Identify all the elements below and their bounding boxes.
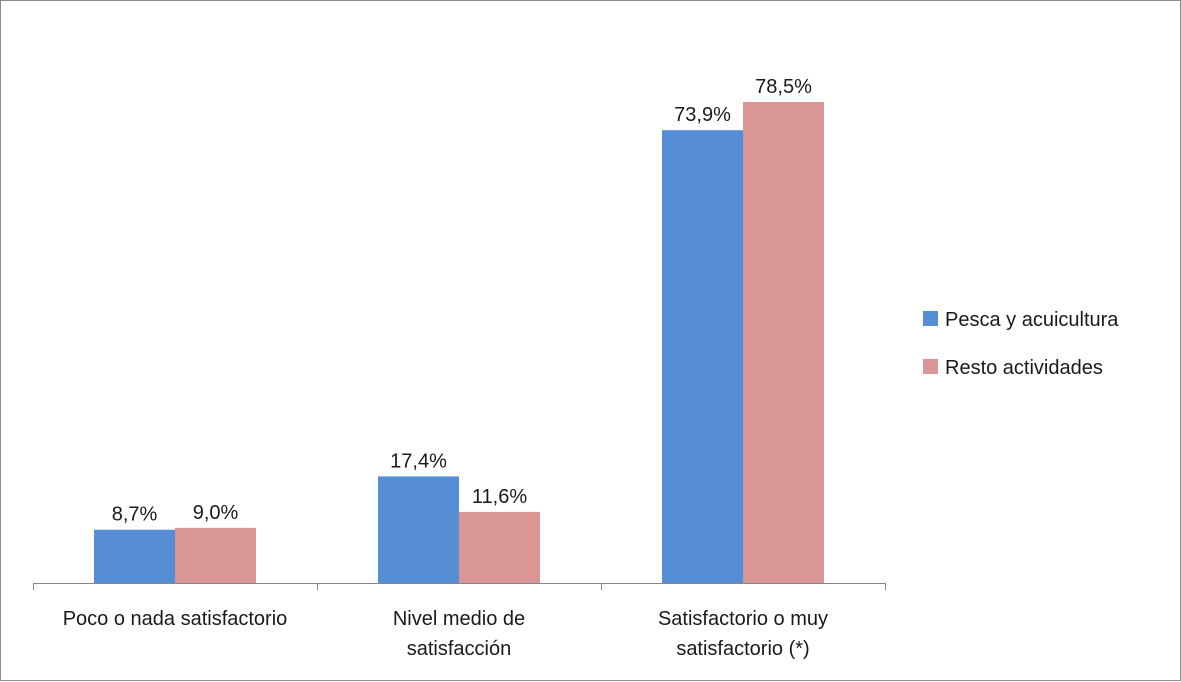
data-label: 73,9% [674,104,731,126]
x-axis [33,583,886,590]
category-label: Nivel medio de [393,608,525,630]
data-labels-group: 8,7% 9,0% 17,4% 11,6% 73,9% 78,5% [112,76,812,526]
bar [662,130,743,584]
bar [743,102,824,583]
bar [378,476,459,583]
data-label: 78,5% [755,76,812,98]
bar [94,529,175,583]
bar [459,511,540,583]
category-labels-group: Poco o nada satisfactorio Nivel medio de s… [63,608,828,660]
category-label: Poco o nada satisfactorio [63,608,288,630]
category-label: satisfacción [407,638,512,660]
bar [175,527,256,583]
data-label: 17,4% [390,450,447,472]
data-label: 11,6% [472,486,527,508]
data-label: 9,0% [193,502,239,524]
legend-swatch [923,311,938,326]
legend-swatch [923,359,938,374]
category-label: satisfactorio (*) [676,638,809,660]
legend-entry: Pesca y acuicultura [945,309,1119,331]
legend: Pesca y acuicultura Resto actividades [923,309,1119,379]
bars-group [94,102,824,584]
data-label: 8,7% [112,504,158,526]
legend-entry: Resto actividades [945,357,1103,379]
category-label: Satisfactorio o muy [658,608,828,630]
